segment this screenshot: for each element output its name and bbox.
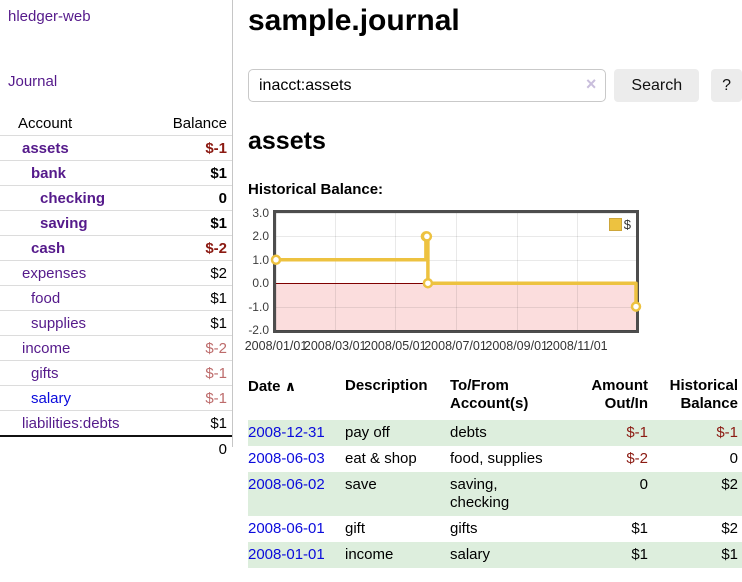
column-header-balance: Historical Balance [648, 377, 742, 420]
transaction-date-link[interactable]: 2008-01-01 [248, 546, 325, 563]
account-balance-gifts: $-1 [205, 365, 227, 382]
account-heading: assets [248, 127, 742, 156]
transaction-row: 2008-06-03 eat & shop food, supplies $-2… [248, 446, 742, 472]
sidebar-item-journal[interactable]: Journal [8, 73, 232, 90]
accounts-tree-header: Account Balance [0, 111, 232, 136]
account-balance-cash: $-2 [205, 240, 227, 257]
account-balance-salary: $-1 [205, 390, 227, 407]
account-link-income[interactable]: income [0, 340, 70, 357]
account-link-food[interactable]: food [0, 290, 60, 307]
account-balance-supplies: $1 [210, 315, 227, 332]
accounts-total-row: 0 [0, 435, 232, 461]
app-title-link[interactable]: hledger-web [8, 8, 232, 25]
transaction-amount: $1 [562, 542, 648, 568]
register-table: Date ∧ Description To/From Account(s) Am… [248, 377, 742, 568]
accounts-tree: Account Balance assets $-1 bank $1 check… [0, 111, 232, 461]
transaction-description: gift [345, 516, 450, 542]
search-form: × Search ? [248, 69, 742, 102]
column-header-description: Description [345, 377, 450, 420]
account-balance-expenses: $2 [210, 265, 227, 282]
account-row-income: income $-2 [0, 336, 232, 361]
transaction-description: pay off [345, 420, 450, 446]
account-link-liabilities-debts[interactable]: liabilities:debts [0, 415, 120, 432]
balance-chart-plot: $ [273, 210, 639, 333]
chart-legend: $ [609, 217, 631, 232]
accounts-total-value: 0 [219, 441, 227, 458]
page-title: sample.journal [248, 4, 742, 38]
transaction-amount: 0 [562, 472, 648, 516]
chart-title: Historical Balance: [248, 181, 742, 198]
account-balance-income: $-2 [205, 340, 227, 357]
account-row-salary: salary $-1 [0, 386, 232, 411]
account-link-saving[interactable]: saving [0, 215, 88, 232]
chart-legend-label: $ [624, 217, 631, 232]
account-row-gifts: gifts $-1 [0, 361, 232, 386]
column-header-date[interactable]: Date ∧ [248, 377, 345, 420]
transaction-row: 2008-06-02 save saving, checking 0 $2 [248, 472, 742, 516]
transaction-description: save [345, 472, 450, 516]
account-link-supplies[interactable]: supplies [0, 315, 86, 332]
transaction-accounts: debts [450, 420, 562, 446]
balance-chart: 3.02.01.00.0-1.0-2.0 $ 2008/01/012008/03… [248, 210, 742, 358]
account-row-supplies: supplies $1 [0, 311, 232, 336]
account-balance-bank: $1 [210, 165, 227, 182]
transaction-accounts: gifts [450, 516, 562, 542]
transaction-row: 2008-12-31 pay off debts $-1 $-1 [248, 420, 742, 446]
search-input-wrap: × [248, 69, 606, 102]
account-row-expenses: expenses $2 [0, 261, 232, 286]
transaction-balance: $1 [648, 542, 742, 568]
account-balance-saving: $1 [210, 215, 227, 232]
account-link-expenses[interactable]: expenses [0, 265, 86, 282]
transaction-date-link[interactable]: 2008-06-01 [248, 520, 325, 537]
transaction-accounts: food, supplies [450, 446, 562, 472]
column-header-accounts: To/From Account(s) [450, 377, 562, 420]
account-row-checking: checking 0 [0, 186, 232, 211]
transaction-amount: $-1 [562, 420, 648, 446]
transaction-date-link[interactable]: 2008-12-31 [248, 424, 325, 441]
transaction-description: eat & shop [345, 446, 450, 472]
column-header-amount: Amount Out/In [562, 377, 648, 420]
account-link-gifts[interactable]: gifts [0, 365, 59, 382]
search-input[interactable] [248, 69, 606, 102]
transaction-row: 2008-06-01 gift gifts $1 $2 [248, 516, 742, 542]
account-link-assets[interactable]: assets [0, 140, 69, 157]
transaction-description: income [345, 542, 450, 568]
transaction-row: 2008-01-01 income salary $1 $1 [248, 542, 742, 568]
account-balance-food: $1 [210, 290, 227, 307]
account-row-saving: saving $1 [0, 211, 232, 236]
accounts-header-account: Account [0, 115, 72, 132]
accounts-header-balance: Balance [173, 115, 227, 132]
account-row-cash: cash $-2 [0, 236, 232, 261]
account-link-bank[interactable]: bank [0, 165, 66, 182]
transaction-date-link[interactable]: 2008-06-03 [248, 450, 325, 467]
help-button[interactable]: ? [711, 69, 742, 102]
search-button[interactable]: Search [614, 69, 699, 102]
transaction-accounts: salary [450, 542, 562, 568]
account-link-checking[interactable]: checking [0, 190, 105, 207]
sidebar: hledger-web Journal Account Balance asse… [0, 0, 233, 447]
main-content: sample.journal × Search ? assets Histori… [248, 0, 742, 568]
clear-search-icon[interactable]: × [586, 74, 597, 95]
account-balance-liabilities-debts: $1 [210, 415, 227, 432]
account-row-food: food $1 [0, 286, 232, 311]
sort-ascending-icon: ∧ [285, 378, 296, 394]
account-balance-assets: $-1 [205, 140, 227, 157]
column-header-date-label: Date [248, 378, 281, 395]
transaction-balance: $2 [648, 516, 742, 542]
transaction-balance: 0 [648, 446, 742, 472]
account-balance-checking: 0 [219, 190, 227, 207]
account-link-cash[interactable]: cash [0, 240, 65, 257]
transaction-amount: $1 [562, 516, 648, 542]
transaction-amount: $-2 [562, 446, 648, 472]
transaction-accounts: saving, checking [450, 472, 562, 516]
account-row-bank: bank $1 [0, 161, 232, 186]
transaction-date-link[interactable]: 2008-06-02 [248, 476, 325, 493]
transaction-balance: $2 [648, 472, 742, 516]
transaction-balance: $-1 [648, 420, 742, 446]
account-row-liabilities-debts: liabilities:debts $1 [0, 411, 232, 435]
register-header-row: Date ∧ Description To/From Account(s) Am… [248, 377, 742, 420]
account-row-assets: assets $-1 [0, 136, 232, 161]
account-link-salary[interactable]: salary [0, 390, 71, 407]
chart-legend-swatch-icon [609, 218, 622, 231]
